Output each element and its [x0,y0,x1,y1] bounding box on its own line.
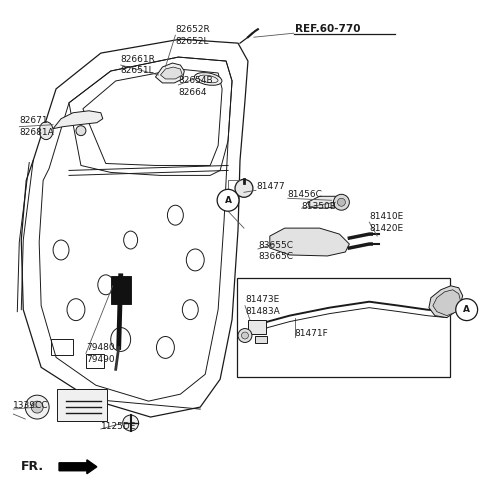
Text: 79480: 79480 [86,343,115,352]
Text: 82661R: 82661R [120,55,156,63]
Ellipse shape [194,72,222,85]
Text: 81483A: 81483A [245,307,280,316]
Circle shape [123,415,139,431]
Circle shape [76,125,86,135]
Circle shape [334,194,349,210]
Text: 82652R: 82652R [175,25,210,34]
Text: A: A [463,305,470,314]
Circle shape [217,189,239,211]
Text: 81350B: 81350B [301,202,336,211]
Bar [255,335,267,343]
Text: A: A [225,196,231,205]
Bar [51,339,73,356]
Text: 1339CC: 1339CC [13,401,49,410]
Text: 81477: 81477 [256,182,285,191]
Text: REF.60-770: REF.60-770 [295,24,360,34]
Polygon shape [160,67,182,79]
Bar [237,278,450,377]
FancyArrow shape [59,460,97,474]
Text: 83665C: 83665C [258,252,293,261]
Polygon shape [308,196,341,208]
Circle shape [238,328,252,342]
Circle shape [241,332,249,339]
Text: 81456C: 81456C [288,190,323,199]
Polygon shape [53,111,103,128]
Circle shape [31,401,43,413]
Text: 82652L: 82652L [175,37,209,46]
Text: 83655C: 83655C [258,241,293,249]
Ellipse shape [39,122,53,139]
Text: FR.: FR. [21,460,44,473]
Text: 82681A: 82681A [19,128,54,137]
Text: 81471F: 81471F [295,329,328,338]
Circle shape [25,395,49,419]
Polygon shape [429,286,463,317]
Text: 82671: 82671 [19,116,48,125]
Polygon shape [270,228,349,256]
Text: 82664: 82664 [179,88,207,97]
Circle shape [337,198,346,206]
Circle shape [456,299,478,320]
Text: 81410E: 81410E [369,212,404,221]
Text: 81420E: 81420E [369,224,403,233]
Text: 1125DE: 1125DE [101,423,136,432]
Bar [57,389,107,421]
Polygon shape [433,290,461,315]
Text: 79490: 79490 [86,355,115,364]
Text: 82654B: 82654B [179,76,213,85]
Text: 82651L: 82651L [120,66,154,75]
Text: 81473E: 81473E [245,295,279,304]
Circle shape [235,180,253,197]
Bar [248,319,266,333]
Bar [86,355,104,369]
Polygon shape [156,63,184,83]
Bar [111,276,131,304]
